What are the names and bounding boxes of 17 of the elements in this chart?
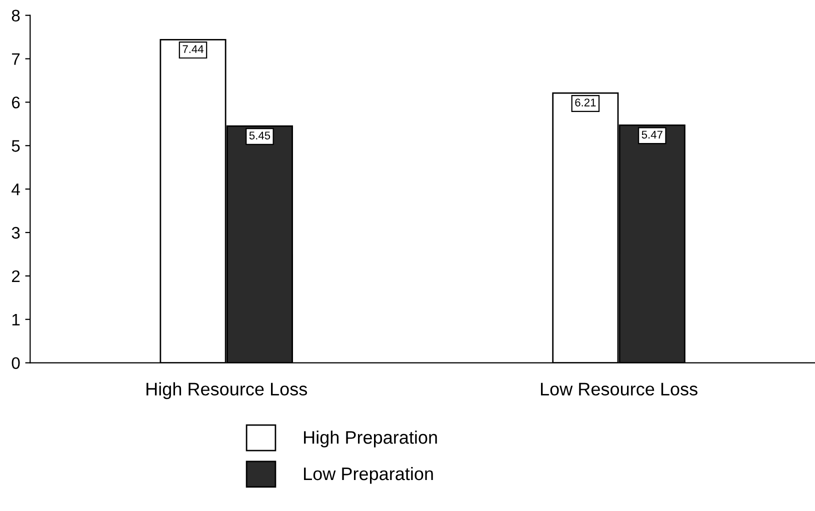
y-tick-label: 5 xyxy=(12,140,20,152)
x-tick-label: Low Resource Loss xyxy=(540,382,698,396)
y-tick-label: 7 xyxy=(12,53,20,65)
legend-label: High Preparation xyxy=(304,430,437,448)
legend-label: Low Preparation xyxy=(304,466,433,484)
data-label: 6.21 xyxy=(575,98,596,106)
y-tick-label: 4 xyxy=(12,184,20,196)
y-tick-label: 3 xyxy=(12,226,20,239)
y-tick-label: 8 xyxy=(12,10,20,22)
y-tick-label: 1 xyxy=(12,314,20,326)
y-tick-label: 6 xyxy=(12,96,20,108)
y-tick-label: 0 xyxy=(12,357,20,370)
data-label: 5.45 xyxy=(249,132,270,140)
x-tick-label: High Resource Loss xyxy=(146,382,308,400)
data-label: 5.47 xyxy=(642,130,662,139)
y-tick-label: 2 xyxy=(12,270,20,282)
data-label: 7.44 xyxy=(182,45,204,53)
